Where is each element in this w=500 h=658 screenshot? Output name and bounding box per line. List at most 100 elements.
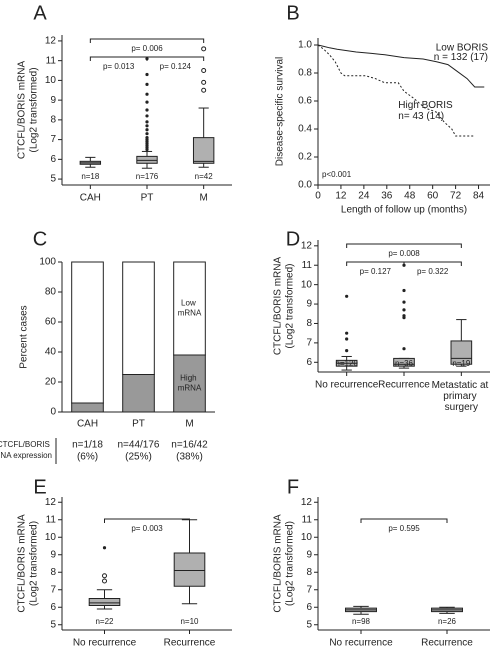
x-tick-label: 72 — [450, 191, 462, 202]
y-tick-label: 0.4 — [298, 124, 312, 135]
n-label: n=10 — [180, 617, 199, 626]
outlier — [345, 294, 349, 298]
panel: A 5 6 7 8 9 10 11 12 CTCFL/BORIS mRNA (Log2 transf… — [17, 2, 232, 204]
outlier — [402, 308, 406, 312]
y-axis-label: CTCFL/BORIS mRNA — [273, 257, 284, 356]
outlier — [345, 349, 349, 353]
count-label: n=1/18 — [72, 440, 103, 451]
outlier-open — [102, 578, 107, 584]
outlier-open — [201, 79, 207, 85]
comparison-bracket — [346, 243, 462, 248]
y-tick-label: 11 — [302, 514, 313, 525]
x-tick-label: Metastatic at primary surgery — [432, 380, 491, 413]
y-tick-label: 7 — [50, 584, 56, 595]
outlier — [402, 300, 406, 304]
comparison-bracket — [360, 518, 448, 523]
y-tick-label: 11 — [302, 260, 313, 271]
p-value: p= 0.322 — [417, 267, 449, 276]
outlier — [145, 92, 149, 96]
series-label: High BORIS — [398, 100, 453, 111]
panel: B 0.0 0.2 0.4 0.6 0.8 1.0 Disease-specific surv… — [275, 2, 490, 216]
panel-letter: F — [287, 476, 299, 498]
outlier — [145, 100, 149, 104]
y-tick-label: 20 — [45, 377, 57, 388]
y-tick-label: 8 — [50, 567, 56, 578]
bar-segment — [173, 261, 206, 356]
percent-label: (25%) — [125, 452, 152, 463]
y-tick-label: 12 — [301, 240, 313, 251]
panel: D 6 7 8 9 10 11 12 CTCFL/BORIS mRNA (Log2 transfo… — [273, 228, 491, 412]
y-axis-label: (Log2 transformed) — [285, 521, 296, 606]
box — [88, 598, 121, 606]
comparison-bracket — [89, 38, 205, 43]
panel-letter: D — [286, 228, 300, 250]
p-value: p<0.001 — [322, 170, 352, 179]
count-label: n=44/176 — [118, 440, 160, 451]
y-axis-label: (Log2 transformed) — [29, 67, 40, 152]
n-label: n=19 — [452, 359, 471, 368]
n-label: n=26 — [438, 617, 457, 626]
comparison-bracket — [146, 56, 205, 61]
y-tick-label: 12 — [45, 497, 57, 508]
box — [173, 552, 206, 587]
count-label: n=16/42 — [171, 440, 208, 451]
y-axis-label: (Log2 transformed) — [29, 521, 40, 606]
x-tick-label: Recurrence — [378, 380, 430, 391]
bar-segment — [71, 402, 104, 413]
y-axis-label: CTCFL/BORIS mRNA — [17, 61, 28, 160]
x-tick-label: 36 — [381, 191, 393, 202]
comparison-bracket — [346, 261, 405, 266]
box — [192, 137, 215, 164]
outlier — [402, 314, 406, 318]
outlier — [102, 546, 107, 550]
segment-label: Low mRNA — [178, 299, 202, 318]
y-tick-label: 7 — [306, 584, 312, 595]
y-tick-label: 10 — [301, 279, 313, 290]
y-tick-label: 11 — [46, 55, 57, 66]
outlier-open — [201, 46, 207, 52]
y-axis-label: Percent cases — [19, 305, 30, 368]
panel-letter: E — [33, 476, 46, 498]
p-value: p= 0.127 — [360, 267, 392, 276]
n-label: n=98 — [352, 617, 371, 626]
y-tick-label: 0 — [50, 407, 56, 418]
outlier — [145, 72, 149, 77]
p-value: p= 0.003 — [131, 524, 163, 533]
n-label: n=22 — [95, 617, 114, 626]
y-tick-label: 0.6 — [298, 96, 312, 107]
x-tick-label: CAH — [77, 419, 98, 430]
y-tick-label: 0.2 — [298, 152, 312, 163]
x-tick-label: M — [199, 193, 207, 204]
y-tick-label: 8 — [306, 567, 312, 578]
x-tick-label: 84 — [473, 191, 485, 202]
y-tick-label: 8 — [50, 115, 56, 126]
outlier-open — [201, 68, 207, 74]
y-axis-label: CTCFL/BORIS mRNA — [17, 514, 28, 613]
y-tick-label: 40 — [45, 347, 57, 358]
x-tick-label: No recurrence — [329, 638, 393, 649]
percent-label: (6%) — [77, 452, 98, 463]
y-tick-label: 6 — [306, 602, 312, 613]
n-label: n=42 — [195, 172, 214, 181]
series-n-label: n = 132 (17) — [434, 52, 488, 63]
y-tick-label: 9 — [306, 299, 312, 310]
outlier — [145, 136, 149, 140]
panel-letter: B — [286, 2, 299, 24]
percent-label: (38%) — [176, 452, 203, 463]
bar-segment — [71, 261, 104, 404]
outlier — [145, 128, 149, 132]
x-tick-label: Recurrence — [164, 638, 216, 649]
panel-letter: A — [33, 2, 47, 24]
box — [393, 357, 415, 367]
p-value: p= 0.006 — [131, 44, 163, 53]
y-tick-label: 100 — [39, 257, 56, 268]
n-label: n=120 — [335, 359, 358, 368]
outlier — [145, 120, 149, 124]
panel: E 5 6 7 8 9 10 11 12 CTCFL/BORIS mRNA (Log2 transf… — [17, 476, 232, 649]
y-tick-label: 12 — [45, 36, 57, 47]
y-tick-label: 7 — [306, 338, 312, 349]
x-tick-label: M — [185, 419, 193, 430]
y-tick-label: 0.0 — [298, 180, 312, 191]
outlier — [145, 108, 149, 112]
